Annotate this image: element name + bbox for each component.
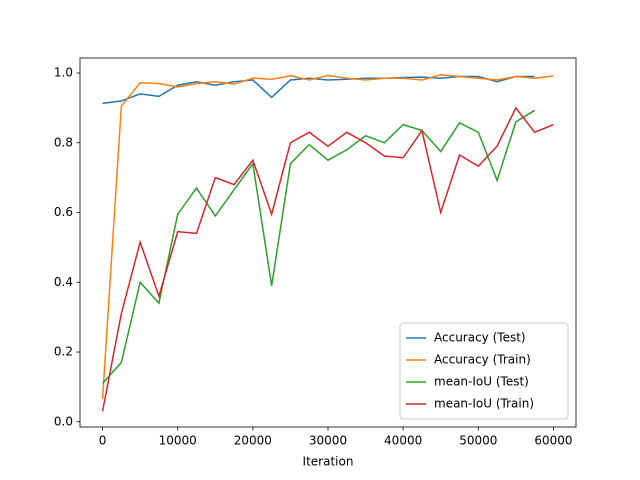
axes-frame bbox=[79, 57, 577, 428]
x-tick-label: 50000 bbox=[459, 434, 497, 448]
legend-box bbox=[399, 322, 569, 420]
y-tick-label: 1.0 bbox=[54, 65, 73, 79]
x-tick-label: 40000 bbox=[384, 434, 422, 448]
y-tick-label: 0.6 bbox=[54, 205, 73, 219]
x-tick-label: 0 bbox=[99, 434, 107, 448]
legend-label: mean-IoU (Train) bbox=[434, 397, 534, 411]
line-series bbox=[101, 109, 536, 384]
x-tick-label: 10000 bbox=[159, 434, 197, 448]
legend-label: Accuracy (Test) bbox=[434, 331, 526, 345]
x-tick-label: 30000 bbox=[309, 434, 347, 448]
line-series bbox=[101, 73, 554, 400]
x-tick-label: 20000 bbox=[234, 434, 272, 448]
y-tick-label: 0.0 bbox=[54, 414, 73, 428]
line-series bbox=[101, 106, 554, 412]
y-tick-label: 0.4 bbox=[54, 275, 73, 289]
x-tick-label: 60000 bbox=[534, 434, 572, 448]
legend-label: Accuracy (Train) bbox=[434, 353, 531, 367]
y-tick-label: 0.2 bbox=[54, 345, 73, 359]
y-tick-label: 0.8 bbox=[54, 135, 73, 149]
legend-label: mean-IoU (Test) bbox=[434, 375, 529, 389]
x-axis-label: Iteration bbox=[303, 455, 354, 469]
